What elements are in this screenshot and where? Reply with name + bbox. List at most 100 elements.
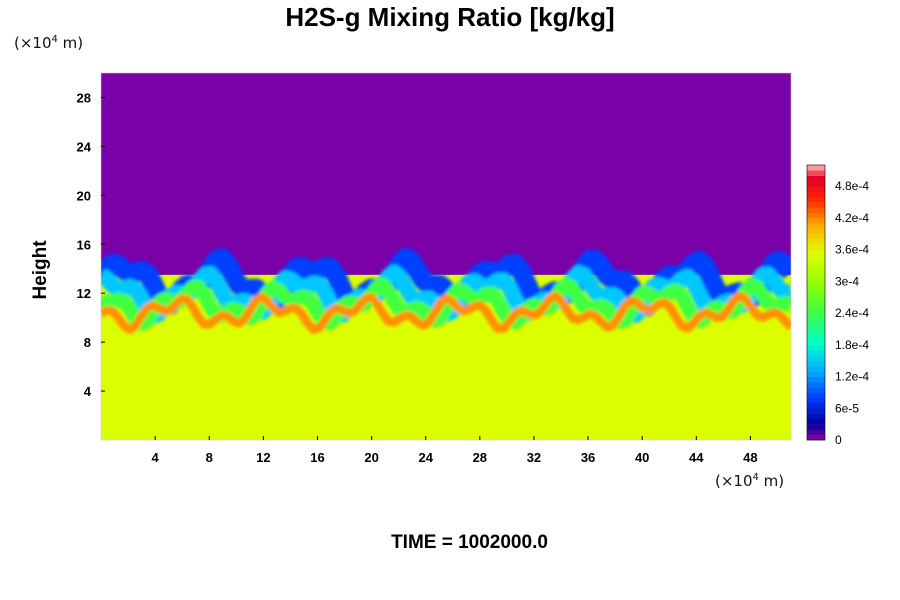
colorbar-tick-label: 3.6e-4 — [835, 243, 869, 257]
colorbar-swatch — [807, 191, 825, 198]
colorbar-swatch — [807, 254, 825, 261]
colorbar-swatch — [807, 413, 825, 420]
colorbar-tick-label: 3e-4 — [835, 274, 859, 288]
colorbar-swatch — [807, 376, 825, 383]
y-tick-label: 4 — [84, 384, 92, 399]
colorbar-tick-label: 1.2e-4 — [835, 370, 869, 384]
colorbar-frame — [806, 164, 826, 441]
y-tick-label: 24 — [77, 139, 92, 154]
x-tick-label: 20 — [364, 450, 378, 465]
x-axis-ticks: 4 8 12 16 20 24 28 32 36 40 44 48 — [152, 436, 758, 465]
colorbar-swatch — [807, 302, 825, 309]
colorbar-swatch — [807, 429, 825, 436]
colorbar-swatch — [807, 307, 825, 314]
x-unit-suffix: m) — [758, 472, 785, 490]
colorbar-swatch — [807, 313, 825, 319]
plot-frame — [100, 72, 792, 441]
x-axis-unit: (×104 m) — [715, 472, 784, 490]
colorbar-swatch — [807, 249, 825, 256]
colorbar-swatch — [807, 196, 825, 203]
colorbar-swatch — [807, 291, 825, 298]
colorbar-swatch — [807, 360, 825, 367]
colorbar-swatch — [807, 265, 825, 272]
colorbar-tick-label: 0 — [835, 433, 842, 447]
colorbar-tick-label: 4.2e-4 — [835, 211, 869, 225]
colorbar-tick-label: 6e-5 — [835, 401, 859, 415]
colorbar-swatch — [807, 418, 825, 425]
colorbar-swatch — [807, 276, 825, 282]
colorbar-swatch — [807, 339, 825, 346]
time-label: TIME = 1002000.0 — [391, 532, 548, 553]
colorbar-swatch — [807, 286, 825, 293]
y-unit-prefix: (×10 — [14, 34, 52, 52]
y-tick-label: 16 — [77, 237, 91, 252]
colorbar-swatch — [807, 217, 825, 224]
colorbar-swatch — [807, 165, 825, 171]
y-unit-suffix: m) — [57, 34, 84, 52]
colorbar-swatch — [807, 408, 825, 414]
colorbar-tick-label: 4.8e-4 — [835, 179, 869, 193]
colorbar-swatch — [807, 202, 825, 208]
colorbar-swatch — [807, 244, 825, 250]
x-tick-label: 24 — [418, 450, 433, 465]
colorbar-swatch — [807, 355, 825, 361]
colorbar-swatch — [807, 365, 825, 372]
y-tick-label: 28 — [77, 90, 91, 105]
colorbar-swatch — [807, 371, 825, 377]
y-axis-ticks: 4 8 12 16 20 24 28 — [77, 90, 105, 399]
colorbar-swatch — [807, 434, 825, 441]
y-axis-unit: (×104 m) — [14, 34, 83, 52]
colorbar-swatch — [807, 223, 825, 229]
colorbar-swatch — [807, 228, 825, 235]
colorbar-swatch — [807, 424, 825, 430]
colorbar-swatch — [807, 323, 825, 330]
colorbar-swatch — [807, 402, 825, 409]
x-unit-prefix: (×10 — [715, 472, 753, 490]
colorbar-swatch — [807, 381, 825, 388]
colorbar-swatch — [807, 180, 825, 187]
colorbar-swatch — [807, 233, 825, 240]
colorbar-swatch — [807, 397, 825, 404]
x-tick-label: 8 — [206, 450, 213, 465]
x-tick-label: 32 — [527, 450, 541, 465]
y-tick-label: 20 — [77, 188, 91, 203]
colorbar-swatch — [807, 281, 825, 287]
colorbar-swatch — [807, 212, 825, 219]
colorbar-swatch — [807, 260, 825, 266]
colorbar-swatch — [807, 392, 825, 398]
colorbar-swatch — [807, 239, 825, 245]
colorbar-swatch — [807, 297, 825, 303]
colorbar-swatch — [807, 170, 825, 176]
y-unit-exponent: 4 — [51, 34, 58, 45]
colorbar-tick-label: 2.4e-4 — [835, 306, 869, 320]
x-tick-label: 4 — [152, 450, 160, 465]
x-tick-label: 28 — [473, 450, 487, 465]
x-tick-label: 12 — [256, 450, 270, 465]
colorbar: 0 6e-5 1.2e-4 1.8e-4 2.4e-4 3e-4 3.6e-4 4.2e-4 4… — [806, 164, 869, 447]
colorbar-swatch — [807, 186, 825, 192]
chart-title: H2S-g Mixing Ratio [kg/kg] — [285, 2, 615, 32]
y-tick-label: 8 — [84, 335, 91, 350]
colorbar-swatch — [807, 207, 825, 213]
colorbar-swatch — [807, 344, 825, 351]
colorbar-swatch — [807, 175, 825, 182]
heatmap-field — [101, 73, 791, 440]
x-tick-label: 40 — [635, 450, 649, 465]
x-tick-label: 36 — [581, 450, 595, 465]
interface-band — [101, 248, 791, 334]
x-tick-label: 48 — [743, 450, 757, 465]
y-tick-label: 12 — [77, 286, 91, 301]
colorbar-swatch — [807, 334, 825, 340]
x-tick-label: 44 — [689, 450, 704, 465]
colorbar-swatch — [807, 328, 825, 335]
upper-region — [101, 73, 791, 275]
colorbar-tick-label: 1.8e-4 — [835, 338, 869, 352]
colorbar-swatch — [807, 318, 825, 324]
interface-contour — [101, 291, 791, 334]
colorbar-swatch — [807, 270, 825, 277]
colorbar-swatch — [807, 387, 825, 393]
x-unit-exponent: 4 — [752, 472, 759, 483]
x-tick-label: 16 — [310, 450, 324, 465]
colorbar-swatch — [807, 350, 825, 356]
